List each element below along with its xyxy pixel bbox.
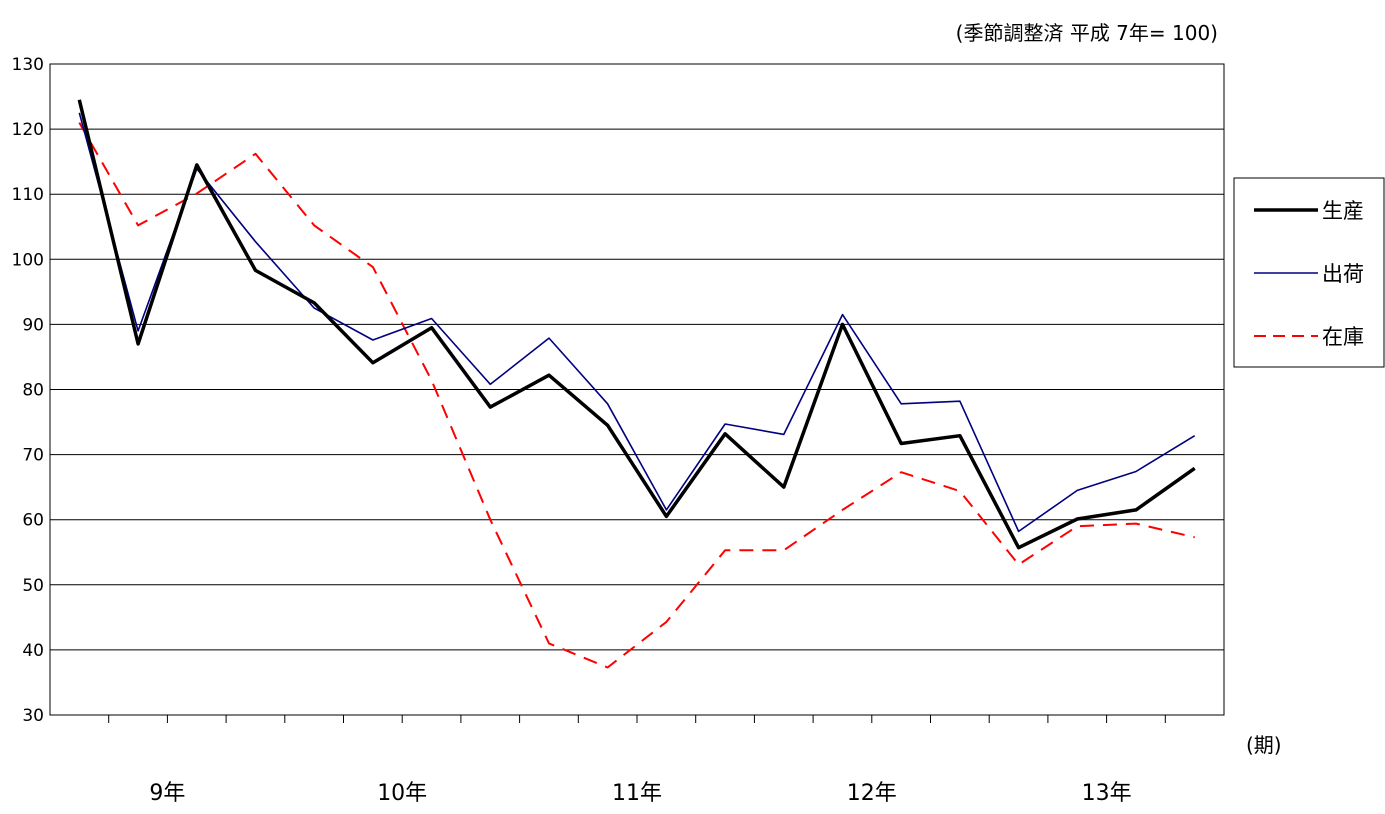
y-tick-label: 70 (22, 446, 44, 466)
series-line-1 (77, 99, 1196, 550)
y-axis-ticks: 30 40 50 60 70 80 90 100 110 120 130 (12, 55, 44, 726)
legend-label: 出荷 (1322, 262, 1364, 286)
year-label: 11年 (612, 781, 662, 806)
legend-label: 生産 (1322, 199, 1364, 223)
x-axis-title: (期) (1246, 733, 1282, 757)
x-axis-ticks (108, 715, 1166, 723)
y-tick-label: 100 (12, 250, 44, 270)
year-label: 13年 (1082, 781, 1132, 806)
y-tick-label: 30 (22, 706, 44, 726)
y-tick-label: 120 (12, 120, 44, 140)
series-line-2 (78, 112, 1196, 533)
y-tick-label: 90 (22, 315, 44, 335)
y-tick-label: 60 (22, 511, 44, 531)
gridlines (50, 63, 1224, 716)
y-tick-label: 50 (22, 576, 44, 596)
legend-label: 在庫 (1322, 325, 1364, 349)
y-tick-label: 80 (22, 381, 44, 401)
y-tick-label: 110 (12, 185, 44, 205)
y-tick-label: 40 (22, 641, 44, 661)
year-label: 10年 (377, 781, 427, 806)
x-axis-year-labels: 9年 10年 11年 12年 13年 (149, 781, 1131, 806)
chart-note: (季節調整済 平成 7年= 100) (956, 21, 1218, 45)
year-label: 12年 (847, 781, 897, 806)
year-label: 9年 (149, 781, 185, 806)
y-tick-label: 130 (12, 55, 44, 75)
series-lines (77, 99, 1196, 669)
series-line-3 (78, 122, 1195, 669)
